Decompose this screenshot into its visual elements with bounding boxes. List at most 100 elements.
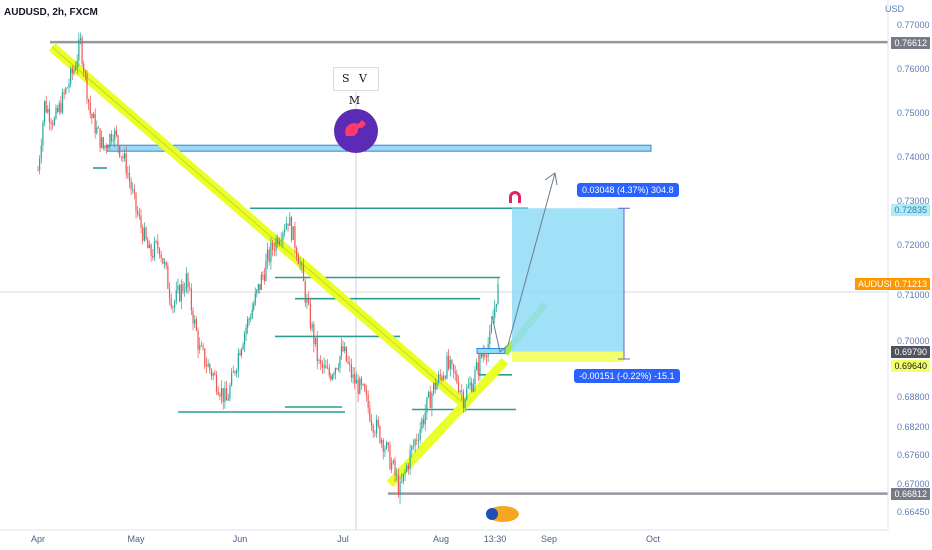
stop-measure-box[interactable]: -0.00151 (-0.22%) -15.1 (574, 369, 680, 383)
candle-body (422, 419, 425, 425)
candle-body (92, 113, 95, 119)
candle-body (268, 249, 270, 262)
candle-body (52, 123, 54, 126)
candle-body (152, 255, 154, 258)
candle-body (224, 388, 226, 402)
candle-body (76, 60, 78, 68)
candle-body (40, 145, 42, 159)
candle-body (89, 102, 91, 114)
target-zone (512, 208, 624, 352)
x-tick-label: Oct (646, 534, 661, 544)
candle-body (357, 379, 359, 394)
candle-body (260, 274, 262, 290)
candle-body (495, 303, 497, 308)
candle-body (205, 366, 208, 367)
candle-body (247, 319, 249, 329)
candle-body (61, 92, 64, 113)
candle-body (306, 298, 308, 303)
candle-body (127, 173, 129, 174)
candle-body (275, 238, 277, 251)
candle-body (384, 448, 386, 452)
candle-body (153, 241, 156, 258)
candle-body (122, 156, 124, 159)
candle-body (204, 348, 206, 367)
candle-body (337, 368, 340, 369)
candle-body (45, 101, 47, 113)
candle-body (86, 73, 88, 100)
candle-body (50, 121, 52, 124)
candle-body (170, 298, 172, 308)
candle-body (302, 264, 305, 282)
candle-body (374, 432, 376, 434)
candle-body (66, 87, 68, 89)
candle-body (48, 108, 51, 122)
candle-body (225, 388, 228, 401)
candle-body (234, 371, 236, 374)
candle-body (209, 364, 211, 371)
candle-body (143, 227, 145, 241)
x-tick-label: Jul (337, 534, 349, 544)
candle-body (132, 189, 134, 191)
y-tick-label: 0.68200 (897, 422, 930, 432)
candle-body (318, 360, 320, 362)
resistance-band[interactable] (106, 144, 652, 152)
candle-body (104, 145, 106, 149)
y-tick-label: 0.68800 (897, 392, 930, 402)
magnet-icon (509, 191, 521, 203)
candle-body (284, 229, 286, 233)
projection-arrow (491, 172, 556, 353)
candle-body (439, 374, 441, 377)
trend-drawings[interactable] (48, 43, 548, 488)
low-line-price-tag: 0.66812 (891, 488, 930, 500)
candle-body (270, 242, 272, 262)
candle-body (273, 249, 275, 251)
long-position-tool[interactable] (334, 109, 630, 522)
candle-body (313, 324, 315, 345)
candle-body (308, 298, 310, 304)
candle-body (424, 412, 426, 425)
candle-body (71, 68, 73, 74)
candle-body (177, 285, 179, 291)
y-tick-label: 0.75000 (897, 108, 930, 118)
candle-body (232, 371, 234, 373)
candle-body (162, 258, 164, 264)
symbol-title[interactable]: AUDUSD, 2h, FXCM (4, 7, 98, 18)
x-tick-label: Apr (31, 534, 45, 544)
candle-body (57, 107, 59, 113)
candle-body (102, 137, 104, 149)
candle-body (172, 307, 174, 308)
candle-body (414, 439, 416, 446)
candle-body (360, 378, 363, 385)
candle-body (316, 337, 318, 362)
candle-body (142, 227, 144, 241)
horizontal-levels[interactable] (50, 40, 888, 495)
candle-body (407, 465, 410, 469)
candle-body (187, 273, 189, 288)
target-measure-box[interactable]: 0.03048 (4.37%) 304.8 (577, 183, 679, 197)
candle-body (53, 118, 55, 126)
candle-body (195, 319, 197, 331)
y-tick-label: 0.77000 (897, 20, 930, 30)
candle-body (215, 374, 218, 392)
candle-body (449, 360, 451, 369)
y-tick-label: 0.67600 (897, 450, 930, 460)
candle-body (377, 419, 379, 427)
grid (0, 92, 888, 530)
candle-body (485, 356, 488, 358)
y-tick-label: 0.71000 (897, 290, 930, 300)
candle-body (110, 134, 113, 142)
y-tick-label: 0.67000 (897, 479, 930, 489)
candle-body (323, 365, 325, 368)
candle-body (106, 145, 108, 148)
candle-body (39, 158, 41, 171)
uptrend-channel[interactable] (386, 357, 509, 488)
candle-body (477, 362, 479, 374)
candle-body (253, 304, 255, 310)
candle-body (321, 363, 323, 368)
candle-body (194, 319, 196, 324)
candle-body (482, 352, 484, 357)
candle-body (240, 349, 243, 356)
candle-body (421, 419, 423, 430)
svm-label[interactable]: S V M (333, 67, 379, 107)
